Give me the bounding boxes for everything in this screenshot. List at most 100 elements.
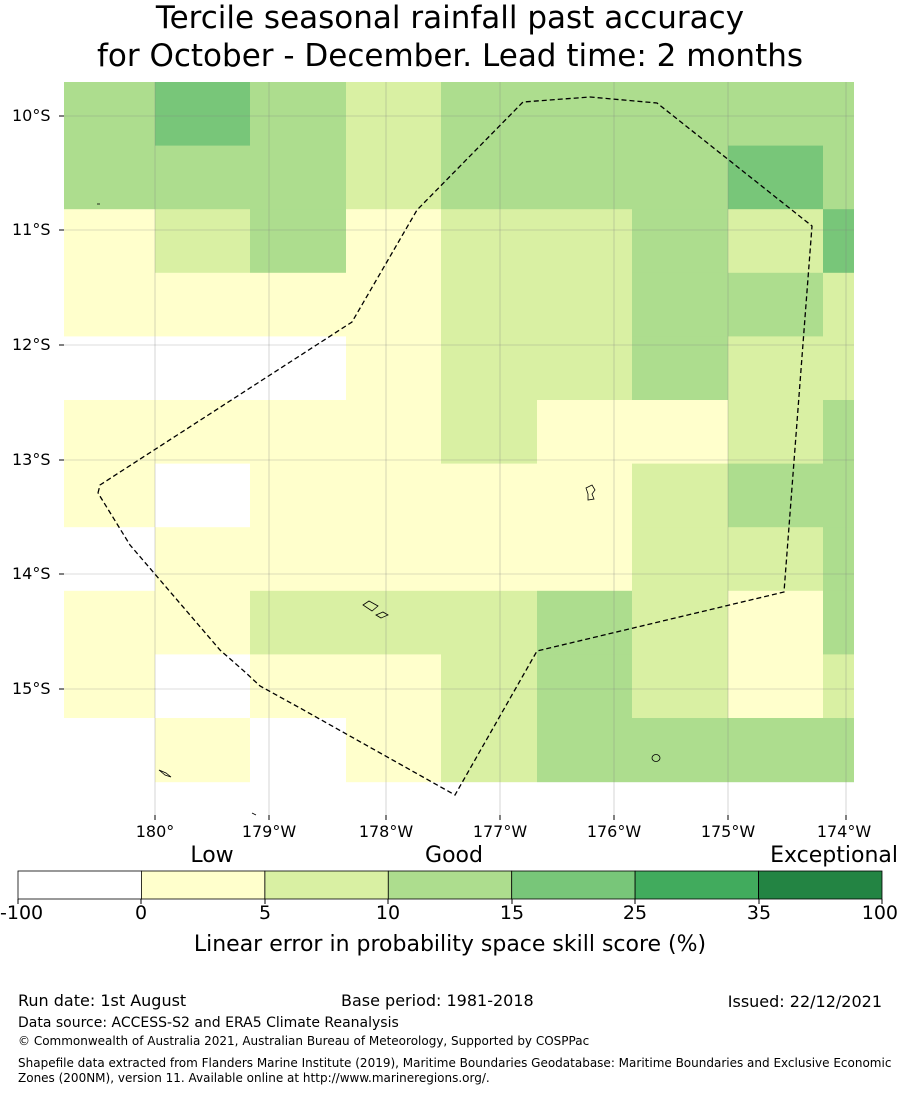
grid-cell — [632, 400, 728, 465]
grid-cell — [728, 718, 823, 783]
grid-cell — [728, 82, 823, 147]
legend-tick-label: 15 — [499, 902, 525, 924]
grid-cell — [441, 654, 537, 719]
grid-cell — [155, 82, 250, 147]
legend-tick-label: 25 — [622, 902, 648, 924]
grid-cell — [632, 718, 728, 783]
grid-cell — [441, 145, 537, 210]
grid-cell — [632, 654, 728, 719]
grid-cell — [250, 718, 346, 783]
lon-tick-marks — [154, 815, 847, 820]
grid-cell — [537, 336, 632, 401]
grid-cell — [250, 272, 346, 337]
lon-label-178w: 178°W — [358, 822, 414, 841]
island-outline — [585, 484, 596, 501]
grid-cell — [537, 209, 632, 274]
legend-tick-label: 35 — [746, 902, 772, 924]
grid-cell — [346, 463, 441, 528]
grid-cell — [441, 463, 537, 528]
island-outlines — [97, 203, 661, 816]
legend-tick-label: 0 — [134, 902, 148, 924]
grid-cell — [823, 400, 854, 465]
grid-cell — [728, 336, 823, 401]
legend-swatch — [511, 870, 636, 900]
grid-cell — [155, 400, 250, 465]
grid-cell — [155, 145, 250, 210]
legend-category-exceptional: Exceptional — [770, 843, 898, 868]
shapefile-credit: Shapefile data extracted from Flanders M… — [18, 1056, 892, 1085]
legend-colorbar — [17, 870, 883, 900]
island-outline — [362, 600, 379, 612]
issued-date: Issued: 22/12/2021 — [727, 992, 882, 1011]
grid-cell — [728, 272, 823, 337]
grid-cell — [64, 590, 155, 655]
legend-swatch — [387, 870, 513, 900]
legend-category-good: Good — [425, 843, 483, 868]
legend-tick-label: 100 — [861, 902, 898, 924]
grid-cell — [155, 527, 250, 592]
grid-cell — [155, 654, 250, 719]
grid-cell — [155, 336, 250, 401]
grid-cell — [537, 82, 632, 147]
lat-label-10s: 10°S — [12, 106, 51, 125]
lon-label-179w: 179°W — [241, 822, 297, 841]
grid-cell — [250, 336, 346, 401]
lat-label-14s: 14°S — [12, 564, 51, 583]
grid-cell — [441, 82, 537, 147]
grid-cell — [823, 145, 854, 210]
base-period: Base period: 1981-2018 — [341, 991, 534, 1010]
grid-cell — [537, 145, 632, 210]
grid-cell — [64, 718, 155, 783]
grid-cell — [64, 82, 155, 147]
data-source: Data source: ACCESS-S2 and ERA5 Climate … — [18, 1015, 399, 1031]
legend-axis-label: Linear error in probability space skill … — [193, 932, 707, 957]
grid-cell — [632, 463, 728, 528]
grid-cell — [728, 527, 823, 592]
grid-cell — [346, 145, 441, 210]
grid-cell — [632, 209, 728, 274]
grid-cell — [346, 272, 441, 337]
legend-swatch — [264, 870, 389, 900]
grid-cell — [250, 654, 346, 719]
grid-cell — [728, 145, 823, 210]
grid-cell — [64, 654, 155, 719]
grid-cell — [537, 654, 632, 719]
grid-cell — [728, 209, 823, 274]
grid-cell — [250, 527, 346, 592]
grid-cell — [823, 654, 854, 719]
grid-cell — [823, 82, 854, 147]
grid-cell — [441, 718, 537, 783]
island-outline — [158, 769, 172, 778]
grid-cell — [823, 463, 854, 528]
grid-cell — [250, 145, 346, 210]
legend-swatch — [17, 870, 142, 900]
legend-swatch — [634, 870, 759, 900]
grid-cell — [155, 590, 250, 655]
run-date: Run date: 1st August — [18, 991, 187, 1010]
legend-tick-marks — [17, 899, 883, 904]
grid-cell — [346, 336, 441, 401]
grid-cell — [823, 527, 854, 592]
grid-cell — [632, 336, 728, 401]
lat-label-11s: 11°S — [12, 220, 51, 239]
lat-label-13s: 13°S — [12, 450, 51, 469]
grid-cell — [155, 718, 250, 783]
grid-cell — [823, 209, 854, 274]
grid-cell — [728, 463, 823, 528]
grid-cell — [346, 82, 441, 147]
grid-cell — [250, 590, 346, 655]
grid-cell — [250, 209, 346, 274]
grid-cell — [155, 272, 250, 337]
grid-cell — [632, 590, 728, 655]
grid-cell — [346, 400, 441, 465]
lat-tick-marks — [59, 115, 64, 690]
grid-cell — [632, 145, 728, 210]
grid-cell — [64, 336, 155, 401]
island-outline — [375, 611, 389, 619]
grid-cell — [64, 527, 155, 592]
grid-cell — [632, 82, 728, 147]
grid-cell — [728, 654, 823, 719]
grid-cell — [632, 527, 728, 592]
grid-cell — [250, 82, 346, 147]
